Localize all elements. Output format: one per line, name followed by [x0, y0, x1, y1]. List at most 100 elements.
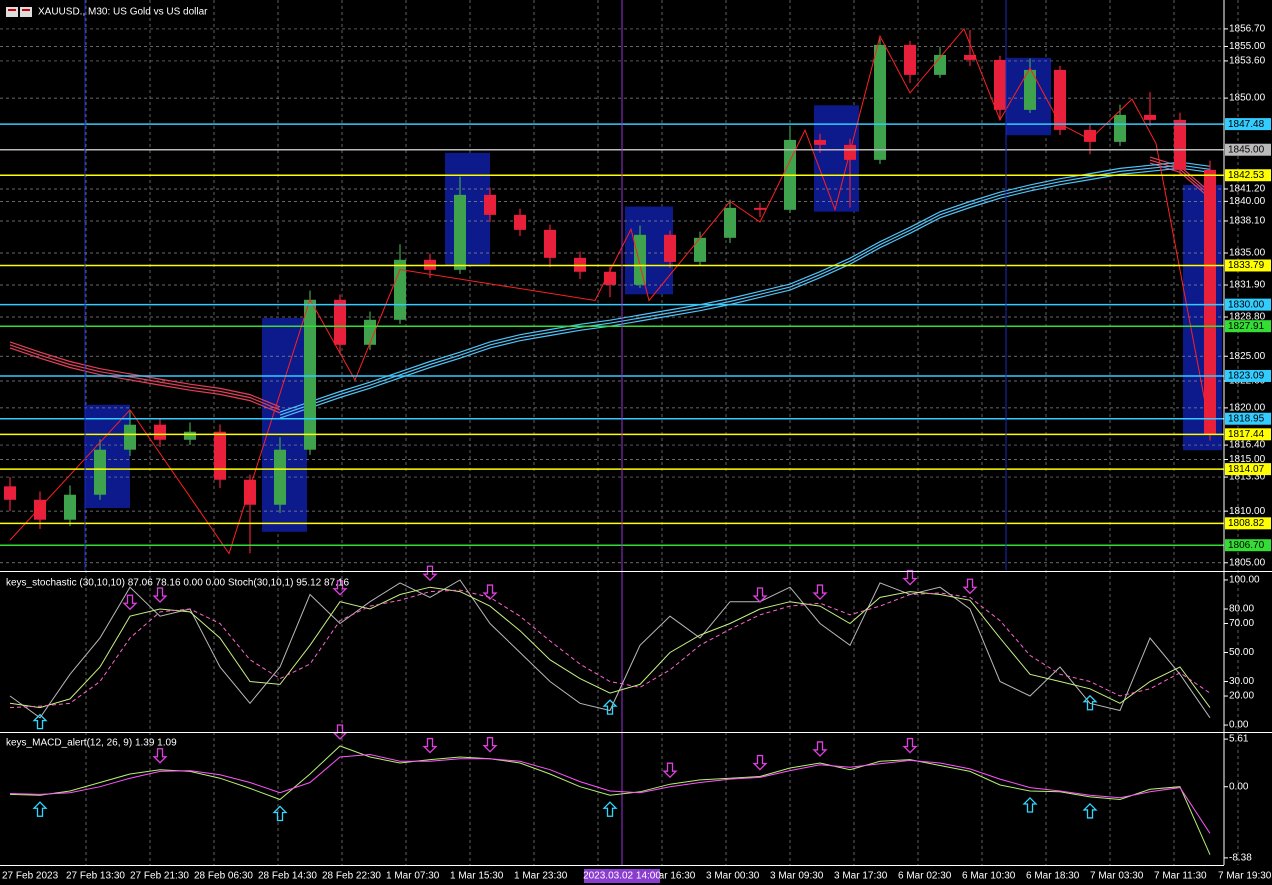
candle-body [304, 299, 316, 450]
symbol-icons [6, 7, 32, 17]
sell-arrow [752, 587, 768, 603]
zigzag [9, 27, 1211, 555]
x-tick-label: 7 Mar 19:30 [1218, 871, 1272, 882]
x-tick-label: 27 Feb 13:30 [66, 871, 125, 882]
x-tick-label: 7 Mar 11:30 [1154, 871, 1207, 882]
level-label: 1842.53 [1228, 170, 1265, 181]
candle-body [634, 234, 646, 285]
y-tick-label: 1813.30 [1229, 472, 1266, 483]
y-tick-label: 100.00 [1229, 575, 1260, 586]
buy-arrow [272, 805, 288, 822]
level-label-box [1225, 169, 1271, 182]
sell-arrow [422, 565, 438, 582]
sell-arrow [332, 580, 348, 596]
y-tick-label: 30.00 [1229, 676, 1254, 687]
level-label: 1845.00 [1228, 144, 1265, 155]
level-label: 1823.09 [1228, 371, 1265, 382]
sell-arrow [902, 569, 918, 586]
sell-arrow [752, 754, 768, 771]
y-tick-label: 1805.00 [1229, 557, 1266, 568]
buy-arrow [602, 699, 618, 715]
x-tick-label: 2 Mar 16:30 [642, 871, 696, 882]
level-label-box [1225, 320, 1271, 333]
y-tick-label: 0.00 [1229, 720, 1249, 731]
buy-arrow [32, 713, 48, 730]
y-tick-label: 1820.00 [1229, 403, 1266, 414]
y-tick-label: 20.00 [1229, 691, 1254, 702]
level-label: 1808.82 [1228, 518, 1265, 529]
sell-arrow [152, 748, 168, 764]
candle-body [874, 44, 886, 160]
level-label: 1817.44 [1228, 429, 1265, 440]
candle-body [334, 299, 346, 345]
candle-body [514, 214, 526, 230]
candle-body [184, 431, 196, 440]
indicator-title: keys_MACD_alert(12, 26, 9) 1.39 1.09 [6, 738, 177, 749]
candle-body [814, 139, 826, 145]
candle-body [1054, 69, 1066, 130]
sell-arrow [812, 741, 828, 757]
candle-body [454, 194, 466, 270]
sell-arrow [902, 737, 918, 754]
x-tick-label: 1 Mar 23:30 [514, 871, 568, 882]
indicator-line [9, 589, 1211, 709]
level-label: 1806.70 [1228, 540, 1265, 551]
y-tick-label: -8.38 [1229, 853, 1252, 864]
y-tick-label: 1810.00 [1229, 506, 1266, 517]
sell-arrow [812, 584, 828, 600]
buy-arrow [1082, 694, 1098, 711]
sell-arrow [422, 737, 438, 754]
level-label-box [1225, 259, 1271, 272]
candle-body [64, 494, 76, 520]
indicator-line [9, 586, 1211, 709]
buy-arrow [602, 801, 618, 817]
candle-body [1024, 69, 1036, 110]
y-tick-label: 1816.40 [1229, 440, 1266, 451]
candle-body [904, 44, 916, 75]
level-label: 1830.00 [1228, 299, 1265, 310]
candle-body [934, 54, 946, 75]
sell-arrow [482, 737, 498, 753]
crosshair-label: 2023.03.02 14:00 [583, 871, 661, 882]
zone [85, 404, 130, 509]
y-tick-label: 1841.20 [1229, 184, 1266, 195]
candle-body [994, 59, 1006, 110]
x-tick-label: 7 Mar 03:30 [1090, 871, 1144, 882]
indicator-line [9, 745, 1211, 855]
candle-body [1114, 114, 1126, 142]
y-tick-label: 80.00 [1229, 604, 1254, 615]
x-tick-label: 1 Mar 15:30 [450, 871, 504, 882]
moving-average [279, 164, 1211, 416]
x-tick-label: 3 Mar 00:30 [706, 871, 760, 882]
candle-body [154, 424, 166, 440]
y-tick-label: 1815.00 [1229, 454, 1266, 465]
candle-body [394, 259, 406, 320]
candle-body [754, 207, 766, 210]
candle-body [694, 237, 706, 262]
x-tick-label: 6 Mar 18:30 [1026, 871, 1080, 882]
x-tick-label: 3 Mar 09:30 [770, 871, 824, 882]
x-tick-label: 6 Mar 02:30 [898, 871, 952, 882]
y-tick-label: 1825.00 [1229, 351, 1266, 362]
chart-title: XAUUSD., M30: US Gold vs US dollar [38, 7, 208, 18]
candle-body [1204, 169, 1216, 435]
level-label-box [1225, 369, 1271, 382]
candle-body [1084, 129, 1096, 142]
y-tick-label: 0.00 [1229, 781, 1249, 792]
level-label-box [1225, 143, 1271, 156]
moving-average [279, 161, 1211, 413]
sell-arrow [482, 584, 498, 600]
candle-body [604, 271, 616, 285]
candle-body [274, 449, 286, 505]
x-tick-label: 1 Mar 07:30 [386, 871, 440, 882]
y-tick-label: 5.61 [1229, 734, 1249, 745]
candle-body [4, 486, 16, 500]
candle-body [94, 449, 106, 495]
y-tick-label: 1828.80 [1229, 312, 1266, 323]
x-tick-label: 6 Mar 10:30 [962, 871, 1016, 882]
candle-body [724, 207, 736, 238]
